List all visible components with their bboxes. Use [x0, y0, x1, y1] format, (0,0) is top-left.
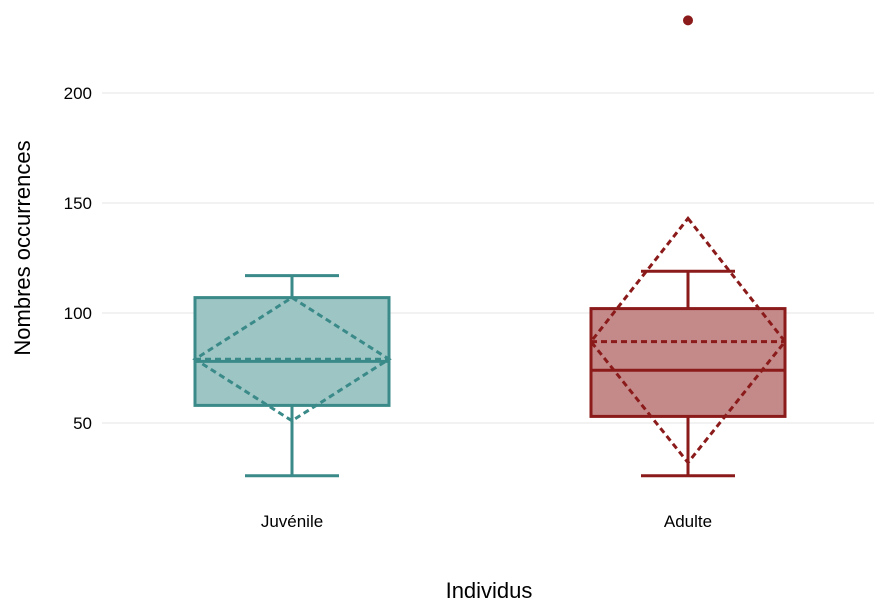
box-iqr — [193, 296, 391, 407]
mean-diamond — [589, 215, 787, 465]
y-tick-label: 150 — [64, 194, 92, 213]
x-axis-ticks: Juvénile Adulte — [261, 512, 712, 531]
box-iqr — [589, 307, 787, 418]
x-axis-title: Individus — [446, 578, 533, 601]
y-axis-title: Nombres occurrences — [10, 140, 35, 355]
y-axis-ticks: 50 100 150 200 — [64, 84, 92, 433]
mean-diamond — [192, 295, 392, 423]
y-tick-label: 100 — [64, 304, 92, 323]
x-tick-label: Juvénile — [261, 512, 323, 531]
y-tick-label: 50 — [73, 414, 92, 433]
y-tick-label: 200 — [64, 84, 92, 103]
boxes — [192, 15, 787, 478]
box-group — [192, 274, 392, 478]
outlier-point — [683, 15, 693, 26]
box-group — [589, 15, 787, 478]
x-tick-label: Adulte — [664, 512, 712, 531]
